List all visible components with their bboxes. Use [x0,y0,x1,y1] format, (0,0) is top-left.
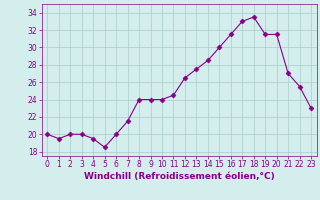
X-axis label: Windchill (Refroidissement éolien,°C): Windchill (Refroidissement éolien,°C) [84,172,275,181]
